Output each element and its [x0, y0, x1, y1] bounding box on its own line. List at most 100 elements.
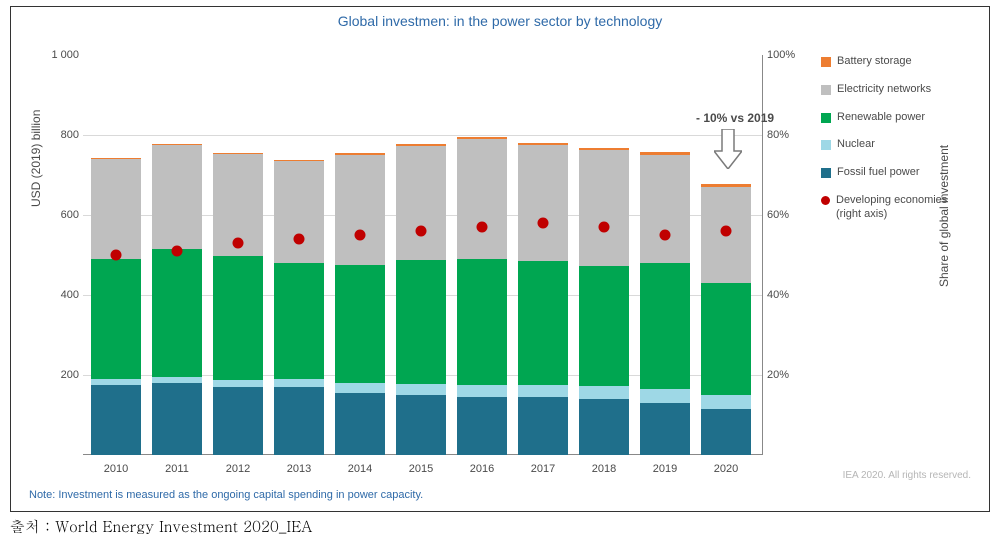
- y-right-tick: 20%: [767, 369, 807, 381]
- x-tick: 2012: [226, 463, 250, 475]
- legend-label: Nuclear: [837, 138, 875, 152]
- legend-label: Developing economies (right axis): [836, 194, 973, 222]
- bar-segment-electricity_networks: [579, 150, 629, 266]
- bar-segment-fossil_fuel_power: [91, 385, 141, 455]
- bar-segment-fossil_fuel_power: [579, 399, 629, 455]
- bar-segment-electricity_networks: [152, 145, 202, 249]
- bar-segment-battery_storage: [152, 144, 202, 145]
- bar-segment-renewable_power: [396, 260, 446, 384]
- y-left-tick: 200: [35, 369, 79, 381]
- marker-developing-economies: [172, 246, 183, 257]
- bar-segment-battery_storage: [213, 153, 263, 154]
- legend-label: Electricity networks: [837, 83, 931, 97]
- bar-segment-fossil_fuel_power: [640, 403, 690, 455]
- bar-segment-battery_storage: [335, 153, 385, 155]
- x-tick: 2017: [531, 463, 555, 475]
- marker-developing-economies: [416, 226, 427, 237]
- annotation-text: - 10% vs 2019: [696, 111, 774, 125]
- x-tick: 2019: [653, 463, 677, 475]
- legend-item: Developing economies (right axis): [821, 194, 973, 222]
- bar-segment-renewable_power: [91, 259, 141, 379]
- source-citation: 출처 : World Energy Investment 2020_IEA: [10, 516, 312, 537]
- bar-segment-battery_storage: [518, 143, 568, 145]
- bar-segment-battery_storage: [91, 158, 141, 159]
- bar-segment-fossil_fuel_power: [213, 387, 263, 455]
- bar-segment-fossil_fuel_power: [701, 409, 751, 455]
- y-left-tick: 1 000: [35, 49, 79, 61]
- y-right-tick: 60%: [767, 209, 807, 221]
- bar-segment-renewable_power: [213, 256, 263, 380]
- annotation-arrow: [714, 129, 742, 174]
- bar-segment-fossil_fuel_power: [518, 397, 568, 455]
- y-left-tick: 800: [35, 129, 79, 141]
- bar-segment-fossil_fuel_power: [396, 395, 446, 455]
- x-tick: 2010: [104, 463, 128, 475]
- bar-segment-renewable_power: [457, 259, 507, 385]
- y-right-tick: 40%: [767, 289, 807, 301]
- bar-segment-renewable_power: [701, 283, 751, 395]
- y-left-tick: 600: [35, 209, 79, 221]
- rights-text: IEA 2020. All rights reserved.: [843, 470, 971, 481]
- bar-segment-battery_storage: [579, 148, 629, 150]
- bar-segment-battery_storage: [701, 184, 751, 187]
- bar-segment-electricity_networks: [91, 159, 141, 259]
- marker-developing-economies: [538, 218, 549, 229]
- gridline: [83, 135, 763, 136]
- x-tick: 2015: [409, 463, 433, 475]
- legend-swatch: [821, 140, 831, 150]
- bar-segment-electricity_networks: [457, 139, 507, 259]
- bar-segment-nuclear: [518, 385, 568, 397]
- bar-segment-nuclear: [274, 379, 324, 387]
- chart-frame: Global investmen: in the power sector by…: [10, 6, 990, 512]
- marker-developing-economies: [294, 234, 305, 245]
- x-tick: 2014: [348, 463, 372, 475]
- bar-segment-electricity_networks: [396, 146, 446, 260]
- x-tick: 2018: [592, 463, 616, 475]
- bar-segment-fossil_fuel_power: [274, 387, 324, 455]
- bar-segment-nuclear: [579, 386, 629, 399]
- y-left-axis-label: USD (2019) billion: [29, 110, 43, 207]
- marker-developing-economies: [233, 238, 244, 249]
- bar-segment-nuclear: [640, 389, 690, 403]
- bar-segment-nuclear: [152, 377, 202, 383]
- bar-segment-renewable_power: [518, 261, 568, 385]
- bar-segment-fossil_fuel_power: [457, 397, 507, 455]
- bar-segment-nuclear: [701, 395, 751, 409]
- legend-item: Electricity networks: [821, 83, 973, 97]
- bar-segment-nuclear: [335, 383, 385, 393]
- bar-segment-nuclear: [457, 385, 507, 397]
- legend-item: Renewable power: [821, 111, 973, 125]
- arrow-down-icon: [714, 129, 742, 169]
- x-tick: 2020: [714, 463, 738, 475]
- bar-segment-renewable_power: [152, 249, 202, 377]
- marker-developing-economies: [477, 222, 488, 233]
- bar-segment-battery_storage: [640, 152, 690, 155]
- bar-segment-renewable_power: [335, 265, 385, 383]
- legend-swatch: [821, 168, 831, 178]
- bar-segment-nuclear: [213, 380, 263, 387]
- marker-developing-economies: [355, 230, 366, 241]
- marker-developing-economies: [111, 250, 122, 261]
- bar-segment-renewable_power: [640, 263, 690, 389]
- chart-title: Global investmen: in the power sector by…: [11, 13, 989, 29]
- bar-segment-battery_storage: [457, 137, 507, 139]
- source-prefix: 출처 :: [10, 516, 55, 537]
- legend-swatch: [821, 85, 831, 95]
- x-tick: 2013: [287, 463, 311, 475]
- bar-segment-electricity_networks: [518, 145, 568, 261]
- legend-marker: [821, 196, 830, 205]
- plot-area: 2004006008001 00020%40%60%80%100%2010201…: [83, 55, 763, 455]
- marker-developing-economies: [660, 230, 671, 241]
- x-tick: 2011: [165, 463, 189, 475]
- bar-segment-electricity_networks: [274, 161, 324, 263]
- bar-segment-renewable_power: [579, 266, 629, 386]
- source-text: World Energy Investment 2020_IEA: [55, 516, 312, 537]
- legend-item: Nuclear: [821, 138, 973, 152]
- legend-swatch: [821, 113, 831, 123]
- legend-item: Fossil fuel power: [821, 166, 973, 180]
- legend-label: Renewable power: [837, 111, 925, 125]
- chart-note: Note: Investment is measured as the ongo…: [29, 489, 423, 501]
- bar-segment-battery_storage: [274, 160, 324, 161]
- marker-developing-economies: [721, 226, 732, 237]
- bar-segment-electricity_networks: [335, 155, 385, 265]
